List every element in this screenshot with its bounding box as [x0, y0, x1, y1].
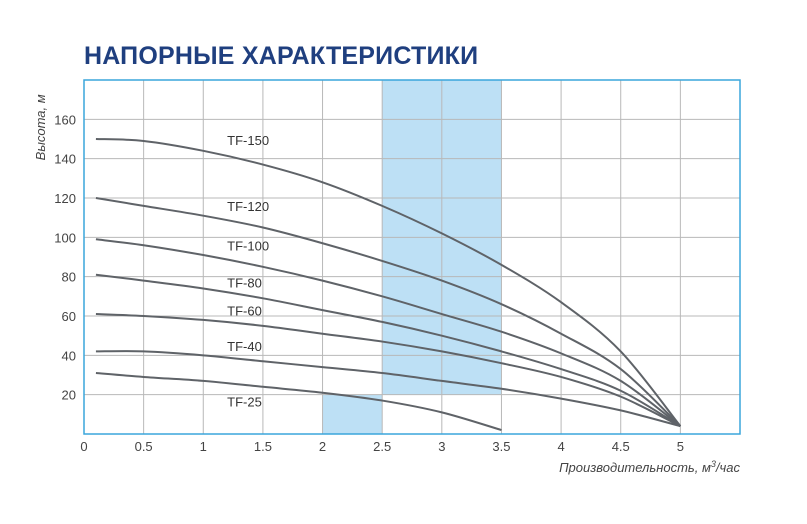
x-tick-label: 0.5 [135, 439, 153, 454]
highlight-bands [322, 80, 502, 434]
y-tick-label: 100 [54, 230, 76, 245]
x-axis-label: Производительность, м3/час [559, 459, 740, 475]
x-tick-label: 4.5 [612, 439, 630, 454]
y-tick-label: 160 [54, 112, 76, 127]
curves [95, 138, 682, 432]
x-tick-label: 4 [557, 439, 564, 454]
tick-labels: 0 0.5 1 1.5 2 2.5 3 3.5 4 4.5 5 20 40 60 80 100 120 140 16… [54, 112, 684, 454]
y-tick-label: 140 [54, 152, 76, 167]
x-tick-label: 3.5 [492, 439, 510, 454]
curve-tf-40 [95, 350, 681, 428]
curve-tf-120 [95, 197, 682, 427]
curve-tf-80 [95, 273, 681, 427]
curve-label-tf-60: TF-60 [227, 304, 262, 319]
curve-label-tf-120: TF-120 [227, 199, 269, 214]
curve-tf-25 [95, 372, 502, 432]
x-tick-label: 5 [677, 439, 684, 454]
chart-title: НАПОРНЫЕ ХАРАКТЕРИСТИКИ [84, 42, 479, 70]
x-tick-label: 1.5 [254, 439, 272, 454]
grid-lines [84, 80, 740, 434]
y-tick-label: 60 [62, 309, 76, 324]
y-axis-label: Высота, м [33, 94, 48, 160]
curve-label-tf-80: TF-80 [227, 275, 262, 290]
y-tick-label: 40 [62, 348, 76, 363]
y-tick-label: 80 [62, 270, 76, 285]
curve-tf-100 [95, 238, 681, 427]
x-tick-label: 2.5 [373, 439, 391, 454]
y-tick-label: 20 [62, 388, 76, 403]
y-tick-label: 120 [54, 191, 76, 206]
curve-label-tf-40: TF-40 [227, 339, 262, 354]
highlight-band-2 [322, 394, 383, 434]
plot-border [83, 79, 741, 435]
curve-label-tf-100: TF-100 [227, 239, 269, 254]
x-tick-label: 1 [200, 439, 207, 454]
curve-label-tf-150: TF-150 [227, 133, 269, 148]
curve-label-tf-25: TF-25 [227, 395, 262, 410]
x-tick-label: 0 [80, 439, 87, 454]
x-tick-label: 3 [438, 439, 445, 454]
curve-labels: TF-150 TF-120 TF-100 TF-80 TF-60 TF-40 TF-25 [227, 133, 269, 410]
curve-tf-150 [95, 138, 682, 427]
curve-tf-60 [95, 313, 681, 428]
x-tick-label: 2 [319, 439, 326, 454]
